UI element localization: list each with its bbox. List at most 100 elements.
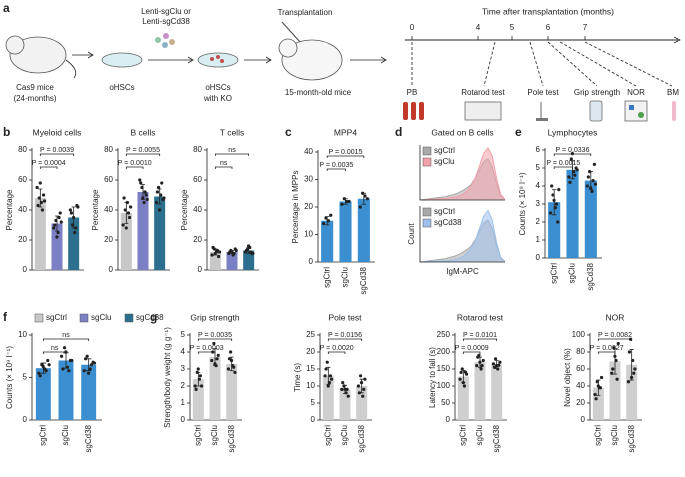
data-point bbox=[340, 387, 344, 391]
schematic-drawing bbox=[5, 21, 681, 122]
data-point bbox=[37, 196, 41, 200]
timeline-tick: 4 bbox=[476, 23, 481, 32]
significance-bracket bbox=[39, 153, 75, 156]
data-point bbox=[38, 374, 42, 378]
y-tick-label: 3 bbox=[181, 364, 186, 373]
chart-title: B cells bbox=[130, 127, 155, 137]
bar bbox=[243, 250, 255, 270]
y-tick-label: 40 bbox=[18, 205, 27, 214]
data-point bbox=[599, 375, 604, 380]
y-tick-label: 20 bbox=[104, 235, 113, 244]
data-point bbox=[197, 377, 202, 381]
significance-label: ns bbox=[228, 147, 236, 154]
data-point bbox=[59, 220, 63, 224]
data-point bbox=[84, 357, 88, 361]
y-tick-label: 20 bbox=[193, 235, 202, 244]
y-axis-label: Counts (× 10⁹ l⁻¹) bbox=[518, 172, 527, 235]
y-tick-label: 150 bbox=[437, 364, 451, 373]
data-point bbox=[552, 198, 556, 202]
data-point bbox=[141, 196, 145, 200]
data-point bbox=[128, 205, 133, 209]
data-point bbox=[124, 226, 128, 230]
data-point bbox=[67, 369, 71, 373]
data-point bbox=[36, 203, 40, 208]
y-tick-label: 0 bbox=[311, 415, 316, 424]
panel-letter: d bbox=[395, 125, 402, 139]
data-point bbox=[85, 354, 89, 358]
significance-bracket bbox=[42, 338, 90, 341]
data-point bbox=[210, 358, 214, 363]
data-point bbox=[589, 186, 593, 190]
data-point bbox=[481, 358, 485, 363]
x-tick-label: sgClu bbox=[341, 267, 350, 287]
data-point bbox=[92, 361, 97, 365]
data-point bbox=[356, 384, 361, 388]
data-point bbox=[553, 206, 557, 210]
test-label: Grip strength bbox=[574, 88, 620, 97]
data-point bbox=[557, 188, 561, 192]
data-point bbox=[328, 374, 333, 378]
data-point bbox=[199, 384, 204, 388]
y-axis-label: Novel object (%) bbox=[563, 348, 572, 407]
data-point bbox=[347, 199, 351, 204]
data-point bbox=[572, 170, 576, 174]
data-point bbox=[326, 219, 330, 223]
data-point bbox=[76, 205, 80, 209]
y-tick-label: 200 bbox=[437, 347, 451, 356]
significance-bracket bbox=[553, 166, 573, 169]
significance-bracket bbox=[42, 351, 67, 354]
schematic-label: Lenti-sgCd38 bbox=[142, 17, 190, 26]
panel-letter: b bbox=[3, 125, 10, 139]
x-tick-label: sgCd38 bbox=[357, 424, 366, 452]
data-point bbox=[56, 230, 60, 235]
data-point bbox=[155, 190, 160, 194]
y-tick-label: 20 bbox=[18, 235, 27, 244]
x-tick-label: sgCtrl bbox=[323, 425, 332, 446]
histogram-area bbox=[420, 209, 506, 263]
data-point bbox=[232, 365, 236, 369]
data-point bbox=[159, 193, 163, 197]
significance-bracket bbox=[214, 166, 233, 169]
bar bbox=[192, 379, 204, 420]
significance-label: ns bbox=[62, 332, 70, 339]
y-tick-label: 0 bbox=[581, 415, 586, 424]
chart-title: MPP4 bbox=[334, 127, 357, 137]
significance-label: P = 0.0039 bbox=[40, 147, 74, 154]
legend-swatch bbox=[34, 313, 44, 323]
data-point bbox=[324, 216, 328, 220]
significance-bracket bbox=[553, 153, 592, 156]
y-tick-label: 0 bbox=[181, 415, 186, 424]
significance-label: P = 0.0004 bbox=[32, 160, 66, 167]
legend-label: sgCtrl bbox=[46, 313, 67, 322]
data-point bbox=[595, 380, 599, 384]
significance-bracket bbox=[462, 351, 481, 354]
bar bbox=[566, 169, 579, 258]
data-point bbox=[53, 223, 57, 227]
significance-bracket bbox=[462, 338, 498, 341]
y-tick-label: 20 bbox=[306, 347, 315, 356]
significance-bracket bbox=[125, 153, 161, 156]
data-point bbox=[478, 360, 482, 364]
data-point bbox=[476, 355, 480, 359]
data-point bbox=[82, 369, 86, 373]
data-point bbox=[44, 369, 48, 373]
y-tick-label: 5 bbox=[181, 330, 186, 339]
data-point bbox=[324, 367, 328, 371]
y-axis-label: Strength/body weight (g g⁻¹) bbox=[163, 327, 172, 428]
legend-label: sgCd38 bbox=[136, 313, 164, 322]
significance-bracket bbox=[39, 166, 58, 169]
data-point bbox=[54, 218, 58, 223]
y-tick-label: 50 bbox=[441, 398, 450, 407]
y-axis-label: Time (s) bbox=[293, 363, 302, 392]
data-point bbox=[326, 384, 330, 388]
test-label: BM bbox=[667, 88, 679, 97]
data-point bbox=[162, 196, 166, 200]
bar bbox=[457, 376, 469, 420]
data-point bbox=[58, 211, 62, 215]
bar bbox=[58, 360, 74, 420]
data-point bbox=[463, 370, 468, 374]
bar bbox=[474, 362, 486, 420]
y-tick-label: 0 bbox=[446, 415, 451, 424]
bar bbox=[81, 364, 97, 420]
